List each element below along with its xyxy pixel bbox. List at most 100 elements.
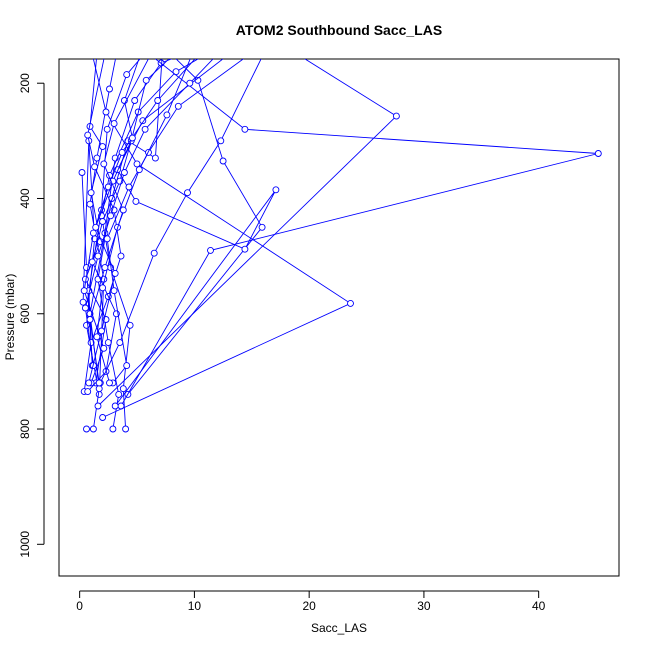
x-tick-label: 40	[532, 599, 546, 613]
data-point	[347, 299, 354, 307]
data-point	[107, 212, 115, 220]
y-tick-label: 800	[18, 419, 32, 439]
data-point	[132, 197, 140, 205]
y-tick-label: 400	[18, 188, 32, 208]
series-20	[86, 59, 149, 387]
data-point	[78, 169, 86, 176]
data-point	[120, 169, 128, 176]
data-point	[594, 150, 602, 157]
plot-frame	[58, 58, 620, 577]
data-point	[93, 333, 101, 341]
data-point	[95, 379, 103, 387]
y-axis: 200 400 600 800 1000	[18, 73, 45, 558]
data-point	[272, 186, 280, 194]
data-point	[88, 258, 96, 266]
data-point	[100, 344, 108, 352]
series-7	[117, 59, 602, 410]
data-point	[117, 252, 125, 260]
data-point	[110, 120, 118, 128]
data-point	[80, 287, 88, 295]
data-point	[81, 304, 89, 312]
y-tick-label: 600	[18, 303, 32, 323]
data-point	[122, 425, 130, 433]
data-point	[125, 183, 133, 191]
data-point	[150, 249, 158, 257]
series-6	[124, 59, 266, 398]
data-point	[95, 390, 103, 398]
data-point	[139, 117, 147, 125]
data-point	[89, 425, 97, 433]
x-tick-label: 10	[188, 599, 202, 613]
data-point	[91, 163, 99, 171]
data-point	[99, 218, 107, 225]
data-point	[94, 402, 102, 410]
series-line	[83, 59, 122, 392]
series-17	[80, 59, 196, 387]
series-line	[99, 59, 262, 384]
y-tick-label: 1000	[18, 531, 32, 558]
series-layer	[78, 59, 602, 433]
data-point	[135, 166, 143, 174]
data-point	[219, 157, 227, 165]
data-point	[123, 71, 131, 79]
data-point	[241, 245, 249, 253]
data-point	[141, 125, 149, 133]
data-point	[92, 223, 100, 231]
data-point	[111, 269, 119, 277]
series-line	[106, 59, 244, 384]
data-point	[86, 316, 94, 323]
data-point	[119, 206, 127, 214]
data-point	[119, 385, 127, 393]
data-point	[126, 321, 134, 329]
data-point	[111, 402, 119, 410]
data-point	[142, 76, 150, 84]
data-point	[99, 284, 107, 292]
chart-title: ATOM2 Southbound Sacc_LAS	[236, 22, 442, 38]
data-point	[154, 97, 162, 104]
data-point	[102, 108, 110, 116]
data-point	[392, 112, 400, 120]
series-line	[101, 59, 199, 430]
data-point	[83, 425, 90, 433]
data-point	[217, 137, 225, 145]
y-tick-label: 200	[18, 73, 32, 93]
data-point	[184, 189, 191, 197]
data-point	[133, 160, 141, 168]
series-line	[127, 59, 263, 395]
data-point	[103, 235, 111, 243]
data-point	[99, 414, 107, 421]
series-line	[88, 59, 140, 384]
data-point	[86, 200, 94, 208]
data-point	[118, 148, 126, 156]
data-point	[207, 246, 214, 254]
x-axis-label: Sacc_LAS	[311, 621, 367, 635]
data-point	[258, 223, 266, 231]
data-point	[98, 327, 105, 335]
series-15	[103, 59, 244, 387]
data-point	[186, 79, 194, 87]
data-point	[128, 134, 136, 142]
data-point	[94, 252, 102, 260]
data-point	[106, 379, 113, 387]
data-point	[115, 390, 123, 398]
data-point	[99, 143, 107, 151]
data-point	[85, 379, 93, 387]
data-point	[84, 131, 92, 139]
series-1	[79, 59, 116, 398]
data-point	[84, 388, 92, 396]
series-line	[92, 59, 352, 418]
x-tick-label: 20	[302, 599, 316, 613]
series-10	[94, 59, 400, 410]
data-point	[151, 154, 159, 162]
data-point	[101, 264, 109, 272]
x-tick-label: 0	[76, 599, 83, 613]
data-point	[174, 102, 182, 110]
data-point	[163, 111, 171, 119]
data-point	[131, 97, 139, 104]
data-point	[87, 189, 95, 197]
data-point	[116, 339, 124, 347]
data-point	[241, 125, 249, 133]
data-point	[83, 321, 90, 329]
series-9	[92, 59, 354, 421]
y-axis-label: Pressure (mbar)	[3, 274, 17, 361]
